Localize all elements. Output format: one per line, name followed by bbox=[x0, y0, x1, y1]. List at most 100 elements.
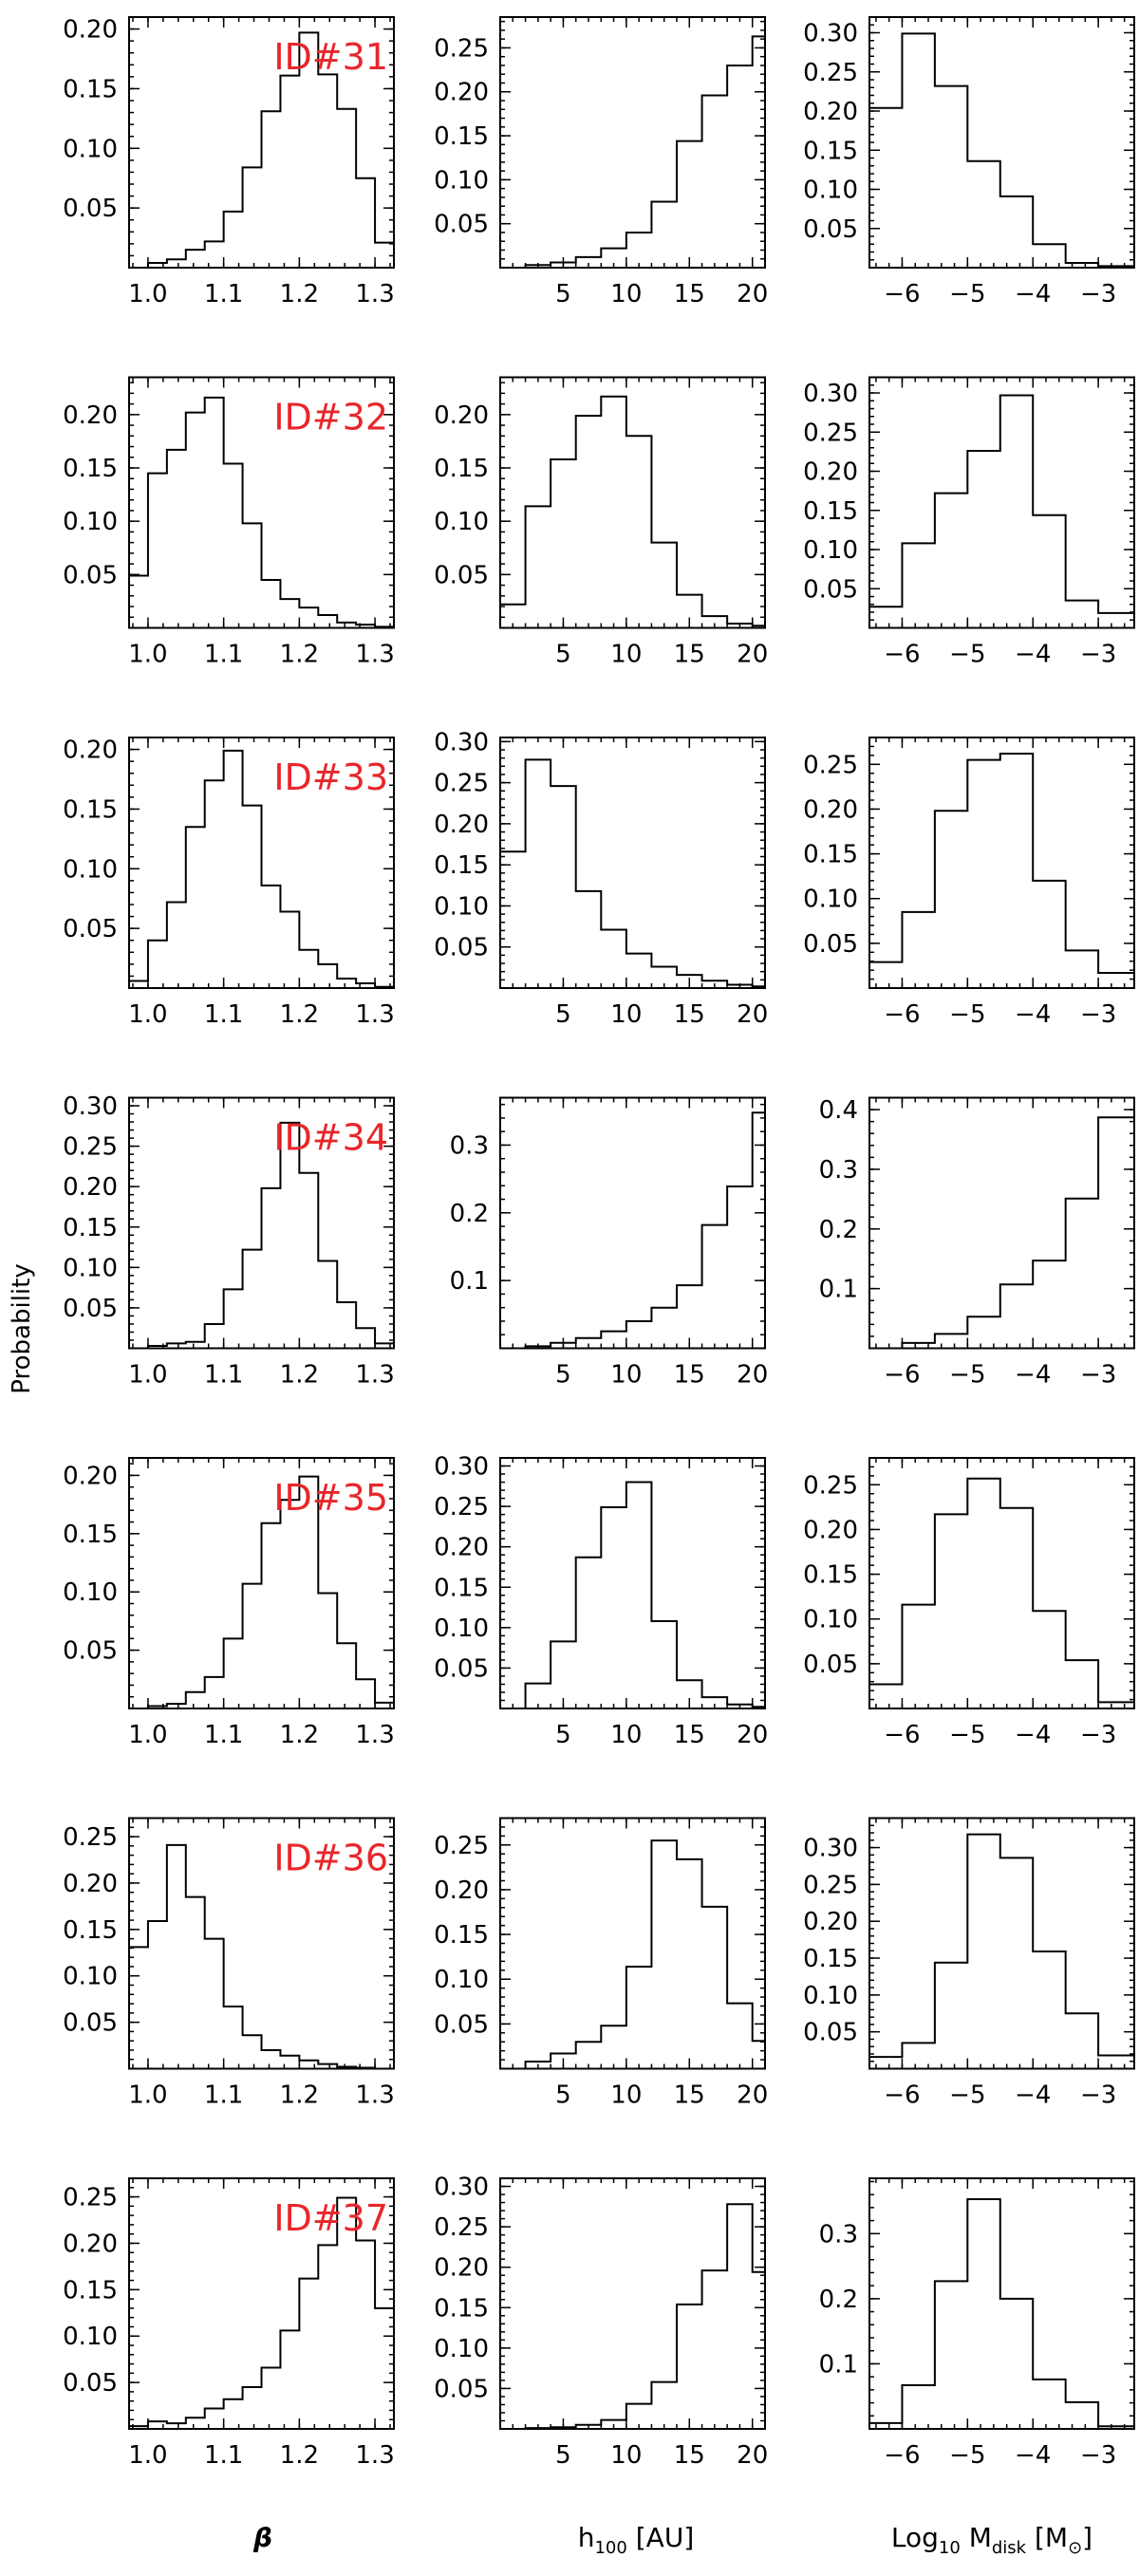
histogram-bin bbox=[869, 2057, 902, 2068]
histogram-bin bbox=[318, 1593, 337, 1708]
y-tick-label: 0.25 bbox=[803, 751, 858, 779]
x-tick-label: 1.0 bbox=[128, 641, 167, 669]
histogram-bin bbox=[551, 1343, 576, 1349]
histogram-bin bbox=[167, 259, 186, 268]
histogram-bin bbox=[702, 2270, 728, 2429]
histogram-panel-6-1: 1.0 1.1 1.2 1.3 0.05 0.10 0.15 0.20 0.25 ID#36 bbox=[63, 1817, 395, 2110]
x-tick-label: 5 bbox=[555, 1361, 571, 1390]
x-tick-label: 1.1 bbox=[204, 1361, 243, 1390]
histogram-bin bbox=[1000, 1857, 1033, 2068]
histogram-bin bbox=[167, 2423, 186, 2429]
y-tick-label: 0.15 bbox=[63, 1521, 118, 1549]
histogram-steps bbox=[524, 35, 766, 268]
y-tick-label: 0.15 bbox=[803, 1945, 858, 1973]
histogram-bin bbox=[677, 1859, 702, 2069]
histogram-bin bbox=[224, 1289, 243, 1348]
plot-frame bbox=[128, 737, 395, 989]
histogram-bin bbox=[935, 1334, 967, 1348]
y-tick-label: 0.30 bbox=[803, 1835, 858, 1863]
plot-frame bbox=[128, 2177, 395, 2430]
y-tick-label: 0.15 bbox=[63, 455, 118, 483]
histogram-bin bbox=[576, 1338, 602, 1349]
y-tick-label: 0.20 bbox=[63, 16, 118, 45]
y-tick-label: 0.3 bbox=[819, 2220, 858, 2249]
histogram-bin bbox=[702, 616, 728, 627]
histogram-bin bbox=[318, 74, 337, 268]
histogram-bin bbox=[243, 806, 262, 988]
y-tick-label: 0.05 bbox=[803, 575, 858, 604]
histogram-bin bbox=[677, 975, 702, 988]
histogram-bin bbox=[526, 759, 551, 988]
histogram-bin bbox=[356, 2068, 375, 2069]
x-tick-label: −3 bbox=[1080, 280, 1116, 308]
plot-frame bbox=[499, 376, 766, 629]
histogram-steps bbox=[146, 1121, 395, 1349]
histogram-steps bbox=[868, 1477, 1135, 1708]
histogram-bin bbox=[299, 2061, 318, 2069]
x-tick-label: −6 bbox=[884, 280, 920, 308]
x-tick-label: −4 bbox=[1015, 2441, 1051, 2470]
y-tick-label: 0.15 bbox=[803, 137, 858, 165]
histogram-bin bbox=[1098, 613, 1134, 628]
histogram-bin bbox=[1033, 2380, 1065, 2429]
histogram-bin bbox=[626, 954, 652, 988]
histogram-steps bbox=[146, 1475, 395, 1708]
histogram-bin bbox=[727, 624, 753, 627]
y-tick-label: 0.05 bbox=[803, 1651, 858, 1679]
histogram-bin bbox=[902, 1605, 934, 1708]
histogram-panel-3-2: 5 10 15 20 0.05 0.10 0.15 0.20 0.25 0.30 bbox=[434, 728, 768, 1029]
histogram-steps bbox=[499, 395, 766, 628]
y-tick-label: 0.4 bbox=[819, 1096, 858, 1125]
histogram-bin bbox=[318, 964, 337, 988]
y-tick-label: 0.20 bbox=[63, 1173, 118, 1202]
x-tick-label: −3 bbox=[1080, 1721, 1116, 1749]
histogram-bin bbox=[280, 2330, 299, 2429]
histogram-bin bbox=[500, 605, 526, 628]
y-tick-label: 0.20 bbox=[803, 1516, 858, 1544]
histogram-bin bbox=[224, 751, 243, 988]
histogram-bin bbox=[186, 1692, 205, 1708]
histogram-bin bbox=[186, 2417, 205, 2429]
y-tick-label: 0.25 bbox=[803, 59, 858, 87]
y-tick-label: 0.20 bbox=[434, 1534, 489, 1562]
histogram-panel-2-2: 5 10 15 20 0.05 0.10 0.15 0.20 bbox=[434, 376, 768, 669]
source-id-label: ID#32 bbox=[273, 397, 388, 439]
y-tick-label: 0.05 bbox=[63, 1637, 118, 1666]
y-tick-label: 0.10 bbox=[434, 1615, 489, 1643]
x-tick-label: 5 bbox=[555, 2081, 571, 2110]
histogram-bin bbox=[677, 2305, 702, 2429]
x-tick-label: 10 bbox=[610, 280, 642, 308]
histogram-panel-5-2: 5 10 15 20 0.05 0.10 0.15 0.20 0.25 0.30 bbox=[434, 1453, 768, 1749]
histogram-steps bbox=[128, 1843, 394, 2070]
x-tick-label: 1.1 bbox=[204, 641, 243, 669]
histogram-bin bbox=[243, 1250, 262, 1349]
histogram-bin bbox=[526, 265, 551, 268]
histogram-bin bbox=[626, 436, 652, 627]
histogram-bin bbox=[727, 2204, 753, 2429]
x-tick-label: −3 bbox=[1080, 2441, 1116, 2470]
y-tick-label: 0.20 bbox=[434, 1876, 489, 1905]
x-tick-label: 5 bbox=[555, 1721, 571, 1749]
x-tick-label: −3 bbox=[1080, 1000, 1116, 1029]
histogram-panel-3-3: −6 −5 −4 −3 0.05 0.10 0.15 0.20 0.25 bbox=[803, 737, 1135, 1029]
x-tick-label: 10 bbox=[610, 2081, 642, 2110]
y-tick-label: 0.15 bbox=[63, 2276, 118, 2305]
x-tick-label: 1.3 bbox=[355, 1721, 394, 1749]
y-tick-label: 0.25 bbox=[434, 1832, 489, 1860]
histogram-bin bbox=[551, 2427, 576, 2429]
x-tick-label: 1.2 bbox=[280, 641, 319, 669]
x-tick-label: −5 bbox=[949, 2081, 985, 2110]
histogram-panel-5-1: 1.0 1.1 1.2 1.3 0.05 0.10 0.15 0.20 ID#35 bbox=[63, 1457, 395, 1749]
histogram-bin bbox=[1000, 2299, 1033, 2429]
y-tick-label: 0.20 bbox=[434, 2254, 489, 2283]
x-tick-label: 1.3 bbox=[355, 1000, 394, 1029]
y-tick-label: 0.15 bbox=[434, 1921, 489, 1950]
x-tick-label: 1.3 bbox=[355, 2081, 394, 2110]
histogram-bin bbox=[702, 980, 728, 988]
histogram-bin bbox=[576, 2425, 602, 2429]
histogram-bin bbox=[375, 987, 394, 988]
y-tick-label: 0.2 bbox=[819, 1216, 858, 1244]
y-tick-label: 0.10 bbox=[63, 855, 118, 884]
x-tick-label: −5 bbox=[949, 2441, 985, 2470]
y-tick-label: 0.10 bbox=[803, 177, 858, 205]
